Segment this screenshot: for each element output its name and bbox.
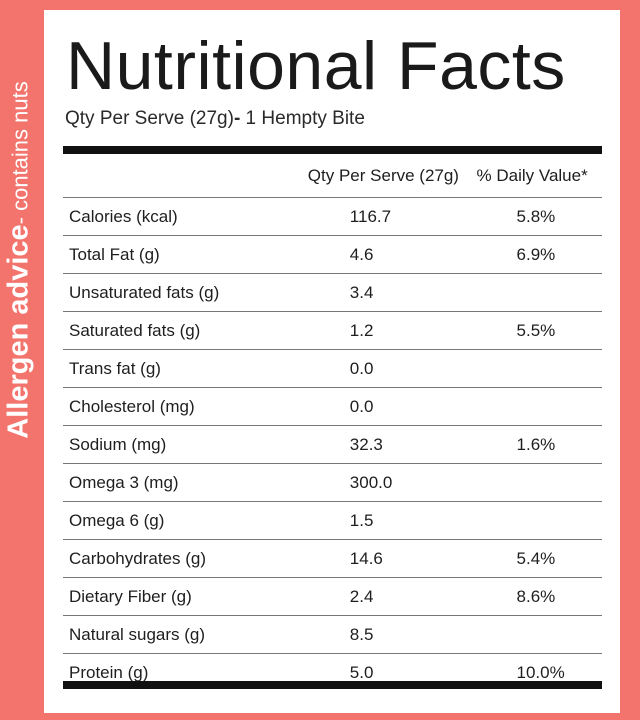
table-row: Sodium (mg) 32.3 1.6% xyxy=(63,425,602,464)
nutrient-qty: 3.4 xyxy=(307,273,473,312)
nutrient-qty: 1.2 xyxy=(307,311,473,350)
header-qty: Qty Per Serve (27g) xyxy=(307,154,473,198)
nutrient-name: Dietary Fiber (g) xyxy=(63,577,308,616)
table-row: Cholesterol (mg) 0.0 xyxy=(63,387,602,426)
header-row: Qty Per Serve (27g) % Daily Value* xyxy=(63,154,602,198)
header-nutrient xyxy=(63,154,308,198)
nutrient-qty: 0.0 xyxy=(307,349,473,388)
nutrition-panel: Nutritional Facts Qty Per Serve (27g)- 1… xyxy=(44,10,620,713)
nutrition-rows: Calories (kcal) 116.7 5.8% Total Fat (g) 4.6… xyxy=(63,197,602,692)
nutrient-daily-value: 5.4% xyxy=(472,539,602,578)
nutrient-name: Protein (g) xyxy=(69,662,149,682)
allergen-advice-detail: - contains nuts xyxy=(7,81,33,225)
nutrient-qty: 32.3 xyxy=(307,425,473,464)
nutrient-daily-value: 10.0% xyxy=(516,662,565,682)
serving-item: 1 Hempty Bite xyxy=(240,108,365,129)
nutrient-name: Saturated fats (g) xyxy=(63,311,308,350)
allergen-advice-bold: Allergen advice xyxy=(2,224,35,439)
table-row: Natural sugars (g) 8.5 xyxy=(63,615,602,654)
table-row: Omega 6 (g) 1.5 xyxy=(63,501,602,540)
nutrient-daily-value xyxy=(472,501,602,540)
bottom-rule xyxy=(63,681,602,689)
table-row: Dietary Fiber (g) 2.4 8.6% xyxy=(63,577,602,616)
nutrient-daily-value xyxy=(472,615,602,654)
nutrient-name: Omega 3 (mg) xyxy=(63,463,308,502)
serving-dash: - xyxy=(233,108,241,129)
table-row: Trans fat (g) 0.0 xyxy=(63,349,602,388)
allergen-advice-label: Allergen advice- contains nuts xyxy=(3,81,36,438)
table-row: Protein (g) 5.0 10.0% xyxy=(63,654,602,692)
header-daily-value: % Daily Value* xyxy=(472,154,602,198)
nutrient-name: Trans fat (g) xyxy=(63,349,308,388)
nutrient-daily-value xyxy=(472,349,602,388)
nutrient-qty: 116.7 xyxy=(307,197,473,236)
table-row: Carbohydrates (g) 14.6 5.4% xyxy=(63,539,602,578)
nutrient-daily-value xyxy=(472,273,602,312)
nutrient-daily-value: 6.9% xyxy=(472,235,602,274)
nutrient-qty: 5.0 xyxy=(349,662,374,682)
nutrient-name: Natural sugars (g) xyxy=(63,615,308,654)
top-rule xyxy=(63,146,602,154)
nutrient-qty: 8.5 xyxy=(307,615,473,654)
nutrient-daily-value: 5.5% xyxy=(472,311,602,350)
nutrient-qty: 2.4 xyxy=(307,577,473,616)
nutrient-qty: 4.6 xyxy=(307,235,473,274)
nutrient-daily-value: 5.8% xyxy=(472,197,602,236)
serving-subtitle: Qty Per Serve (27g)- 1 Hempty Bite xyxy=(65,108,365,130)
nutrient-name: Sodium (mg) xyxy=(63,425,308,464)
table-row: Total Fat (g) 4.6 6.9% xyxy=(63,235,602,274)
nutrient-daily-value: 1.6% xyxy=(472,425,602,464)
table-row: Omega 3 (mg) 300.0 xyxy=(63,463,602,502)
nutrient-name: Omega 6 (g) xyxy=(63,501,308,540)
table-row: Calories (kcal) 116.7 5.8% xyxy=(63,197,602,236)
page-title: Nutritional Facts xyxy=(66,28,566,104)
nutrient-qty: 14.6 xyxy=(307,539,473,578)
table-row: Saturated fats (g) 1.2 5.5% xyxy=(63,311,602,350)
nutrient-name: Cholesterol (mg) xyxy=(63,387,308,426)
nutrient-daily-value: 8.6% xyxy=(472,577,602,616)
nutrient-qty: 0.0 xyxy=(307,387,473,426)
nutrition-table: Qty Per Serve (27g) % Daily Value* Calor… xyxy=(63,154,602,691)
nutrient-name: Carbohydrates (g) xyxy=(63,539,308,578)
nutrient-name: Total Fat (g) xyxy=(63,235,308,274)
nutrient-name: Unsaturated fats (g) xyxy=(63,273,308,312)
table-row: Unsaturated fats (g) 3.4 xyxy=(63,273,602,312)
nutrient-daily-value xyxy=(472,387,602,426)
nutrient-qty: 1.5 xyxy=(307,501,473,540)
serving-size: Qty Per Serve (27g) xyxy=(65,108,234,129)
nutrient-daily-value xyxy=(472,463,602,502)
nutrient-qty: 300.0 xyxy=(307,463,473,502)
nutrient-name: Calories (kcal) xyxy=(63,197,308,236)
